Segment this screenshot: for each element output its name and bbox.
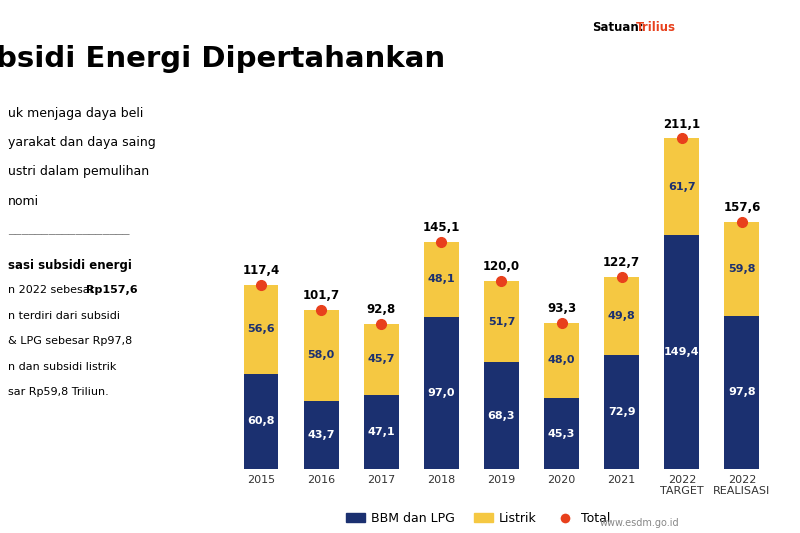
Text: 60,8: 60,8	[247, 416, 275, 426]
Bar	[364, 324, 398, 395]
Bar	[424, 242, 459, 317]
Text: 157,6: 157,6	[723, 201, 761, 214]
Bar	[544, 398, 579, 469]
Text: 48,1: 48,1	[427, 274, 455, 285]
Text: 120,0: 120,0	[483, 260, 520, 273]
Text: sasi subsidi energi: sasi subsidi energi	[8, 259, 132, 271]
Legend: BBM dan LPG, Listrik, Total: BBM dan LPG, Listrik, Total	[342, 507, 615, 530]
Bar	[424, 317, 459, 469]
Text: 45,3: 45,3	[548, 429, 575, 439]
Text: uk menjaga daya beli: uk menjaga daya beli	[8, 107, 143, 119]
Text: 97,0: 97,0	[428, 388, 455, 398]
Text: 47,1: 47,1	[367, 427, 395, 437]
Text: 97,8: 97,8	[728, 387, 756, 398]
Bar	[604, 355, 639, 469]
Text: 122,7: 122,7	[603, 256, 640, 269]
Bar	[364, 395, 398, 469]
Text: 92,8: 92,8	[366, 303, 396, 316]
Text: bsidi Energi Dipertahankan: bsidi Energi Dipertahankan	[0, 45, 445, 74]
Bar	[304, 401, 338, 469]
Bar	[796, 234, 800, 469]
Text: n terdiri dari subsidi: n terdiri dari subsidi	[8, 311, 120, 321]
Bar	[244, 374, 278, 469]
Text: nomi: nomi	[8, 195, 39, 207]
Bar	[484, 362, 519, 469]
Text: Trilius: Trilius	[636, 21, 676, 34]
Text: Satuan:: Satuan:	[592, 21, 644, 34]
Bar	[725, 316, 759, 469]
Text: & LPG sebesar Rp97,8: & LPG sebesar Rp97,8	[8, 336, 132, 346]
Text: 48,0: 48,0	[548, 356, 575, 366]
Text: ──────────────────: ──────────────────	[8, 229, 130, 239]
Text: 93,3: 93,3	[547, 302, 576, 315]
Bar	[244, 285, 278, 374]
Text: 145,1: 145,1	[422, 221, 460, 234]
Bar	[664, 139, 699, 235]
Bar	[604, 277, 639, 355]
Text: 58,0: 58,0	[307, 350, 334, 360]
Text: 61,7: 61,7	[668, 182, 696, 192]
Text: n dan subsidi listrik: n dan subsidi listrik	[8, 362, 116, 372]
Bar	[484, 281, 519, 362]
Text: 51,7: 51,7	[488, 317, 515, 327]
Text: 43,7: 43,7	[307, 430, 335, 440]
Text: 211,1: 211,1	[663, 118, 700, 131]
Text: 149,4: 149,4	[664, 347, 700, 357]
Text: Rp157,6: Rp157,6	[86, 285, 138, 295]
Text: 72,9: 72,9	[608, 407, 635, 417]
Text: 45,7: 45,7	[367, 354, 395, 365]
Text: 117,4: 117,4	[242, 264, 280, 277]
Bar	[664, 235, 699, 469]
Text: 56,6: 56,6	[247, 325, 275, 335]
Bar	[544, 323, 579, 398]
Bar	[304, 310, 338, 401]
Text: n 2022 sebesar: n 2022 sebesar	[8, 285, 98, 295]
Text: 59,8: 59,8	[728, 264, 756, 274]
Text: ustri dalam pemulihan: ustri dalam pemulihan	[8, 165, 149, 178]
Text: 68,3: 68,3	[488, 410, 515, 421]
Text: 101,7: 101,7	[302, 289, 340, 302]
Text: sar Rp59,8 Triliun.: sar Rp59,8 Triliun.	[8, 387, 109, 398]
Text: 49,8: 49,8	[608, 311, 635, 321]
Text: yarakat dan daya saing: yarakat dan daya saing	[8, 136, 156, 149]
Bar	[796, 140, 800, 469]
Text: www.esdm.go.id: www.esdm.go.id	[600, 518, 680, 528]
Bar	[725, 222, 759, 316]
